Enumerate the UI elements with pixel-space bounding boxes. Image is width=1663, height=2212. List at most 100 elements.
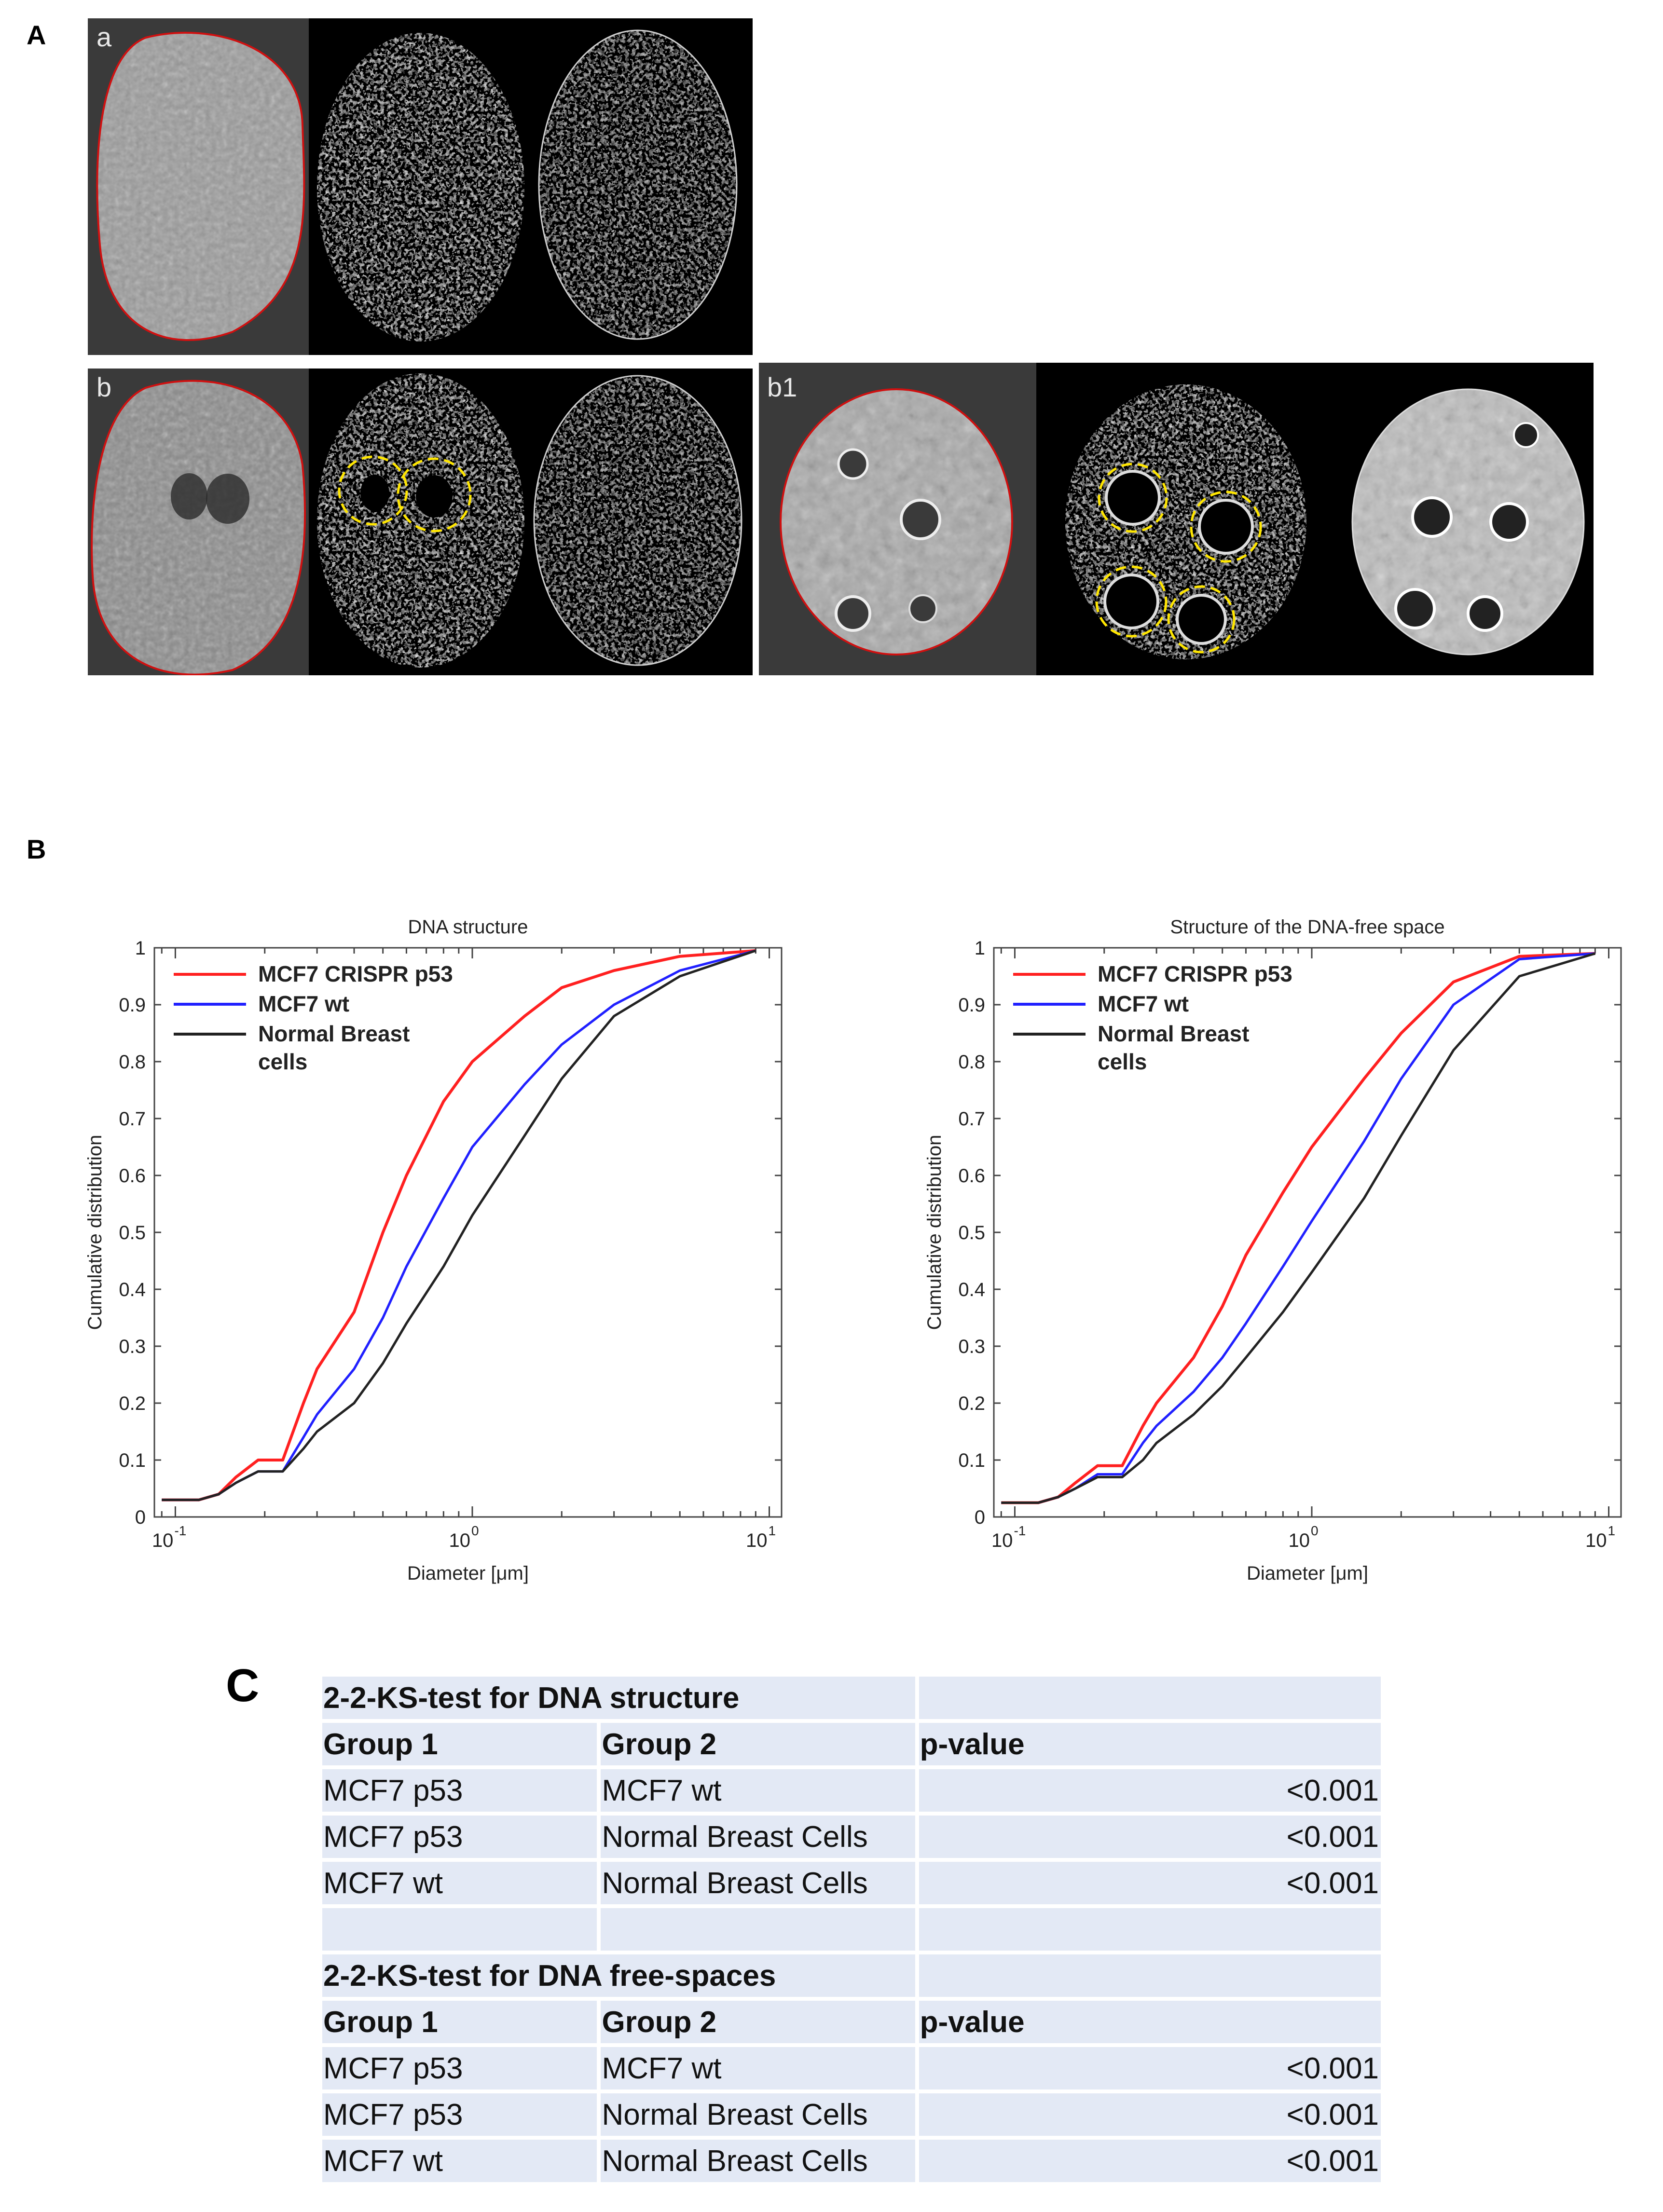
legend-label: Normal Breast [258, 1021, 410, 1046]
y-tick-label: 0.1 [958, 1450, 985, 1471]
x-tick-label-exponent: 0 [1311, 1523, 1319, 1538]
y-tick-label: 0.5 [958, 1222, 985, 1243]
legend-label: MCF7 CRISPR p53 [258, 961, 453, 986]
table-cell: Normal Breast Cells [601, 1816, 915, 1858]
microscopy-image-b1 [759, 363, 1594, 675]
y-tick-label: 1 [135, 938, 146, 959]
legend-label: MCF7 wt [1098, 991, 1189, 1016]
series-line-3 [162, 949, 756, 1502]
table-cell: <0.001 [919, 2047, 1381, 2089]
legend-label-continued: cells [1098, 1049, 1147, 1074]
y-tick-label: 0.3 [958, 1336, 985, 1357]
y-tick-label: 0 [135, 1507, 146, 1528]
table-header-row: Group 1 Group 2 p-value [322, 2001, 1381, 2043]
table-row: MCF7 p53 MCF7 wt <0.001 [322, 2047, 1381, 2089]
table-spacer-row [322, 1908, 1381, 1951]
table-cell: MCF7 p53 [322, 1816, 597, 1858]
column-header-group-1: Group 1 [322, 2001, 597, 2043]
table-cell: MCF7 wt [322, 1862, 597, 1904]
table-row: MCF7 p53 MCF7 wt <0.001 [322, 1769, 1381, 1812]
table-cell: MCF7 p53 [322, 2093, 597, 2136]
y-tick-label: 0.6 [119, 1165, 146, 1187]
x-tick-label-base: 10 [1288, 1530, 1310, 1551]
panel-label-b: B [27, 834, 46, 864]
series-line-1 [1001, 952, 1595, 1504]
microscopy-strip-b [88, 369, 753, 675]
y-tick-label: 0.6 [958, 1165, 985, 1187]
x-tick-label-base: 10 [1585, 1530, 1607, 1551]
chart-dna-free-space: Structure of the DNA-free space 0 0.1 0.2 0.… [924, 916, 1622, 1584]
y-tick-label: 0.3 [119, 1336, 146, 1357]
table-cell [919, 1954, 1381, 1997]
microscopy-strip-a [88, 18, 753, 355]
legend-label: MCF7 CRISPR p53 [1098, 961, 1292, 986]
x-tick-label-base: 10 [449, 1530, 470, 1551]
panel-label-c: C [226, 1660, 260, 1711]
panel-label-a: A [27, 20, 46, 50]
table-row: MCF7 p53 Normal Breast Cells <0.001 [322, 2093, 1381, 2136]
table-cell [919, 1677, 1381, 1719]
x-tick-label-exponent: -1 [174, 1523, 186, 1538]
image-tag-b1: b1 [767, 372, 797, 402]
table-cell: <0.001 [919, 2140, 1381, 2182]
x-tick-label-base: 10 [152, 1530, 174, 1551]
table-section-title-row: 2-2-KS-test for DNA structure [322, 1677, 1381, 1719]
y-tick-label: 0.7 [119, 1108, 146, 1130]
table-row: MCF7 wt Normal Breast Cells <0.001 [322, 1862, 1381, 1904]
table-cell: MCF7 wt [601, 1769, 915, 1812]
x-tick-label-exponent: 1 [1608, 1523, 1616, 1538]
column-header-group-2: Group 2 [601, 1723, 915, 1765]
table-section-title-row: 2-2-KS-test for DNA free-spaces [322, 1954, 1381, 1997]
y-tick-label: 0.9 [958, 995, 985, 1016]
chart-title: DNA structure [408, 916, 528, 938]
table-cell [919, 1908, 1381, 1951]
microscopy-strip-b1 [759, 363, 1594, 675]
plot-frame [993, 947, 1622, 1518]
series-line-1 [162, 949, 756, 1502]
column-header-p-value: p-value [919, 2001, 1381, 2043]
y-tick-label: 0.8 [119, 1051, 146, 1073]
table-row: MCF7 p53 Normal Breast Cells <0.001 [322, 1816, 1381, 1858]
table-cell [322, 1908, 597, 1951]
table-cell: Normal Breast Cells [601, 1862, 915, 1904]
chart-title: Structure of the DNA-free space [1170, 916, 1444, 938]
column-header-group-1: Group 1 [322, 1723, 597, 1765]
image-tag-a: a [96, 22, 112, 52]
x-tick-label-exponent: -1 [1014, 1523, 1026, 1538]
column-header-group-2: Group 2 [601, 2001, 915, 2043]
y-tick-label: 0.8 [958, 1051, 985, 1073]
table-cell: <0.001 [919, 2093, 1381, 2136]
y-tick-label: 0.4 [958, 1279, 985, 1300]
section-title-dna-free-spaces: 2-2-KS-test for DNA free-spaces [322, 1954, 915, 1997]
legend-label: MCF7 wt [258, 991, 349, 1016]
series-line-3 [1001, 952, 1596, 1504]
column-header-p-value: p-value [919, 1723, 1381, 1765]
legend-label: Normal Breast [1098, 1021, 1249, 1046]
table-cell: MCF7 p53 [322, 1769, 597, 1812]
table-cell: <0.001 [919, 1862, 1381, 1904]
plot-frame [153, 947, 783, 1518]
y-tick-label: 0.7 [958, 1108, 985, 1130]
y-tick-label: 0.4 [119, 1279, 146, 1300]
x-tick-label-exponent: 1 [769, 1523, 776, 1538]
y-tick-label: 0.5 [119, 1222, 146, 1243]
table-cell: <0.001 [919, 1769, 1381, 1812]
x-tick-label-exponent: 0 [471, 1523, 479, 1538]
y-axis-label: Cumulative distribution [84, 1135, 106, 1330]
table-cell: MCF7 wt [322, 2140, 597, 2182]
y-tick-label: 0.1 [119, 1450, 146, 1471]
y-axis-label: Cumulative distribution [924, 1135, 945, 1330]
x-axis-label: Diameter [μm] [1247, 1563, 1368, 1584]
legend-label-continued: cells [258, 1049, 307, 1074]
y-tick-label: 0.2 [958, 1393, 985, 1414]
ks-test-table: 2-2-KS-test for DNA structure Group 1 Gr… [318, 1673, 1385, 2186]
x-tick-label-base: 10 [991, 1530, 1013, 1551]
table-cell: MCF7 wt [601, 2047, 915, 2089]
table-cell: Normal Breast Cells [601, 2140, 915, 2182]
y-tick-label: 1 [975, 938, 985, 959]
table-cell: Normal Breast Cells [601, 2093, 915, 2136]
table-row: MCF7 wt Normal Breast Cells <0.001 [322, 2140, 1381, 2182]
table-cell [601, 1908, 915, 1951]
microscopy-image-a [88, 18, 753, 355]
table-header-row: Group 1 Group 2 p-value [322, 1723, 1381, 1765]
